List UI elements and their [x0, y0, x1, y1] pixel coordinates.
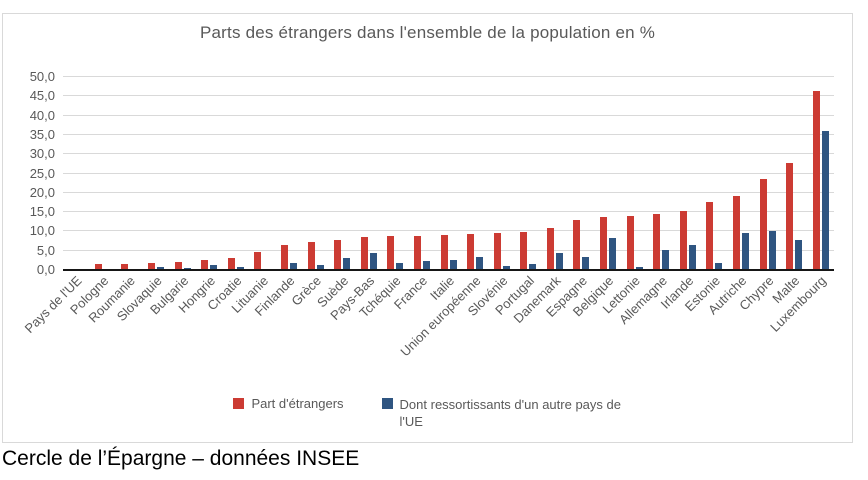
bar-ressortissants-ue: [316, 265, 324, 270]
bar-ressortissants-ue: [422, 261, 430, 270]
bar-part-etrangers: [227, 257, 235, 270]
bar-part-etrangers: [360, 237, 368, 270]
bar-ressortissants-ue: [529, 263, 537, 270]
bar-part-etrangers: [679, 211, 687, 270]
legend-item-part-etrangers: Part d'étrangers: [233, 396, 344, 411]
bar-ressortissants-ue: [795, 239, 803, 270]
bar-part-etrangers: [546, 228, 554, 270]
bar-part-etrangers: [467, 234, 475, 270]
chart-container: Parts des étrangers dans l'ensemble de l…: [2, 13, 853, 443]
bar-ressortissants-ue: [662, 249, 670, 270]
bar-ressortissants-ue: [396, 263, 404, 270]
bar-ressortissants-ue: [289, 262, 297, 270]
bar-part-etrangers: [174, 261, 182, 270]
bar-ressortissants-ue: [369, 253, 377, 270]
gridline: [63, 211, 834, 213]
gridline: [63, 172, 834, 174]
legend: Part d'étrangers Dont ressortissants d'u…: [3, 396, 852, 430]
bar-ressortissants-ue: [236, 266, 244, 270]
y-tick-label: 15,0: [29, 204, 55, 220]
gridline: [63, 95, 834, 97]
y-tick-label: 50,0: [29, 69, 55, 84]
plot-area: [63, 76, 834, 271]
bar-ressortissants-ue: [449, 260, 457, 270]
bar-ressortissants-ue: [476, 257, 484, 270]
bar-ressortissants-ue: [609, 237, 617, 270]
bar-part-etrangers: [148, 263, 156, 270]
y-tick-label: 40,0: [29, 107, 55, 123]
bar-part-etrangers: [520, 232, 528, 270]
bar-part-etrangers: [334, 239, 342, 270]
bar-part-etrangers: [653, 214, 661, 270]
bar-part-etrangers: [121, 263, 129, 270]
bar-part-etrangers: [706, 202, 714, 270]
gridline: [63, 191, 834, 193]
bar-part-etrangers: [387, 236, 395, 270]
gridline: [63, 114, 834, 116]
bar-part-etrangers: [812, 90, 820, 270]
x-axis-labels: Pays de l'UE Pologne Roumanie Slovaquie Bulg…: [22, 273, 834, 393]
bar-ressortissants-ue: [635, 266, 643, 270]
bar-part-etrangers: [493, 233, 501, 270]
y-tick-label: 5,0: [36, 242, 55, 258]
bar-part-etrangers: [413, 236, 421, 270]
bar-ressortissants-ue: [582, 256, 590, 270]
bar-part-etrangers: [786, 163, 794, 270]
bar-part-etrangers: [440, 235, 448, 270]
bar-ressortissants-ue: [555, 253, 563, 270]
chart-title: Parts des étrangers dans l'ensemble de l…: [199, 23, 656, 42]
blue-series-swatch-icon: [381, 398, 393, 409]
bar-part-etrangers: [573, 219, 581, 270]
bar-part-etrangers: [307, 242, 315, 270]
bar-ressortissants-ue: [210, 265, 218, 270]
bar-part-etrangers: [600, 216, 608, 270]
bar-part-etrangers: [254, 251, 262, 270]
bar-part-etrangers: [280, 244, 288, 270]
y-tick-label: 45,0: [29, 88, 55, 104]
y-tick-label: 0,0: [36, 262, 55, 277]
y-tick-label: 30,0: [29, 146, 55, 162]
y-tick-label: 35,0: [29, 126, 55, 142]
bar-ressortissants-ue: [688, 244, 696, 270]
bar-part-etrangers: [626, 216, 634, 270]
y-tick-label: 25,0: [29, 165, 55, 181]
bar-ressortissants-ue: [502, 266, 510, 270]
bar-ressortissants-ue: [821, 130, 829, 270]
gridline: [63, 133, 834, 135]
legend-item-ressortissants-ue: Dont ressortissants d'un autre pays de l…: [381, 396, 622, 430]
bar-ressortissants-ue: [768, 231, 776, 270]
bar-part-etrangers: [732, 195, 740, 270]
y-tick-label: 10,0: [29, 223, 55, 239]
gridline: [63, 153, 834, 155]
bar-part-etrangers: [94, 264, 102, 270]
gridline: [63, 230, 834, 232]
x-axis-line: [63, 269, 834, 271]
bar-ressortissants-ue: [741, 232, 749, 270]
gridline: [63, 76, 834, 77]
red-series-swatch-icon: [233, 398, 245, 409]
bar-part-etrangers: [201, 259, 209, 270]
bar-ressortissants-ue: [157, 266, 165, 270]
legend-label: Dont ressortissants d'un autre pays de l…: [399, 397, 621, 429]
bar-ressortissants-ue: [343, 258, 351, 270]
source-caption: Cercle de l’Épargne – données INSEE: [2, 447, 360, 470]
bar-part-etrangers: [759, 178, 767, 270]
legend-label: Part d'étrangers: [251, 396, 344, 411]
bar-ressortissants-ue: [715, 263, 723, 270]
y-tick-label: 20,0: [29, 184, 55, 200]
gridline: [63, 249, 834, 251]
